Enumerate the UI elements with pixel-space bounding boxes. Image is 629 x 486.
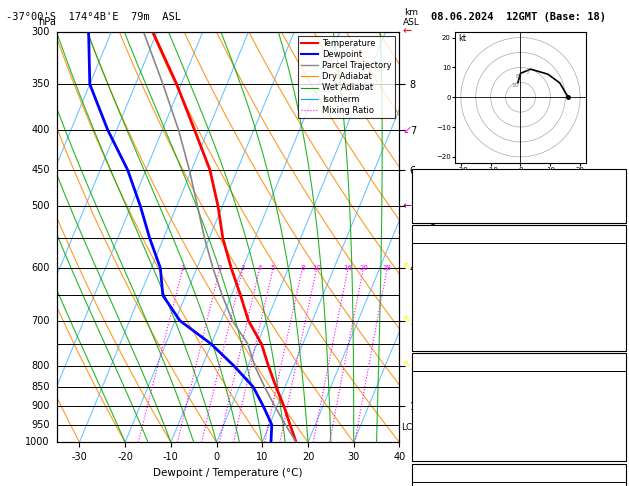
Text: 800: 800 (31, 361, 50, 371)
Text: PW (cm): PW (cm) (416, 208, 457, 219)
Text: 5: 5 (618, 301, 623, 311)
Text: ↖: ↖ (403, 315, 412, 326)
Text: 17.4: 17.4 (600, 247, 623, 257)
Text: 850: 850 (31, 382, 50, 392)
Text: Totals Totals: Totals Totals (416, 191, 492, 201)
Text: LCL: LCL (401, 423, 418, 432)
Text: 8: 8 (300, 265, 304, 271)
Text: 8: 8 (516, 74, 520, 79)
Text: ↖: ↖ (403, 361, 412, 371)
Text: 450: 450 (31, 165, 50, 175)
Text: 313: 313 (606, 393, 623, 403)
Legend: Temperature, Dewpoint, Parcel Trajectory, Dry Adiabat, Wet Adiabat, Isotherm, Mi: Temperature, Dewpoint, Parcel Trajectory… (298, 36, 395, 118)
Text: 5: 5 (618, 447, 623, 457)
Text: 1000: 1000 (25, 437, 50, 447)
Text: -37°00'S  174°4B'E  79m  ASL: -37°00'S 174°4B'E 79m ASL (6, 12, 181, 22)
Text: ↖: ↖ (403, 263, 412, 273)
Text: 08.06.2024  12GMT (Base: 18): 08.06.2024 12GMT (Base: 18) (431, 12, 606, 22)
Text: Dewp (°C): Dewp (°C) (416, 265, 469, 275)
Text: CAPE (J): CAPE (J) (416, 319, 463, 329)
Text: 20: 20 (359, 265, 368, 271)
X-axis label: Dewpoint / Temperature (°C): Dewpoint / Temperature (°C) (153, 468, 303, 478)
Text: 4: 4 (257, 265, 262, 271)
Text: 900: 900 (31, 401, 50, 411)
Text: ←: ← (403, 201, 412, 211)
Text: ↙: ↙ (403, 125, 412, 135)
Text: © weatheronline.co.uk: © weatheronline.co.uk (467, 474, 571, 484)
Text: 28: 28 (383, 265, 392, 271)
Text: CIN (J): CIN (J) (416, 337, 457, 347)
Text: 10: 10 (511, 83, 519, 88)
Text: 400: 400 (31, 125, 50, 135)
Text: Most Unstable: Most Unstable (481, 357, 557, 367)
Text: 1: 1 (618, 319, 623, 329)
Text: 7: 7 (526, 69, 530, 75)
Text: Hodograph: Hodograph (493, 468, 545, 478)
Text: Temp (°C): Temp (°C) (416, 247, 469, 257)
Text: 1015: 1015 (600, 375, 623, 385)
Text: ←: ← (403, 27, 412, 36)
Text: kt: kt (458, 34, 466, 43)
Text: 350: 350 (31, 79, 50, 89)
Text: θₑ(K): θₑ(K) (416, 283, 445, 293)
Text: 16: 16 (343, 265, 353, 271)
Text: K: K (416, 173, 421, 183)
Text: hPa: hPa (38, 17, 55, 28)
Text: 300: 300 (31, 27, 50, 36)
Text: CIN (J): CIN (J) (416, 447, 457, 457)
Text: 3: 3 (241, 265, 245, 271)
Text: 10: 10 (312, 265, 321, 271)
Text: CAPE (J): CAPE (J) (416, 429, 463, 439)
Text: 600: 600 (31, 263, 50, 273)
Text: 1: 1 (181, 265, 185, 271)
Text: Surface: Surface (498, 229, 540, 239)
Text: 1: 1 (618, 429, 623, 439)
Text: 9: 9 (618, 173, 623, 183)
Text: Pressure (mb): Pressure (mb) (416, 375, 492, 385)
Text: 11.9: 11.9 (600, 265, 623, 275)
Text: km
ASL: km ASL (403, 8, 420, 28)
Text: 2.01: 2.01 (600, 208, 623, 219)
Text: 950: 950 (31, 420, 50, 430)
Text: 40: 40 (611, 191, 623, 201)
Text: θₑ (K): θₑ (K) (416, 393, 451, 403)
Text: 5: 5 (618, 337, 623, 347)
Text: Lifted Index: Lifted Index (416, 301, 486, 311)
Text: Mixing Ratio (g/kg): Mixing Ratio (g/kg) (429, 191, 439, 283)
Text: 500: 500 (31, 201, 50, 211)
Text: Lifted Index: Lifted Index (416, 411, 486, 421)
Text: 700: 700 (31, 315, 50, 326)
Text: 2: 2 (218, 265, 222, 271)
Text: 5: 5 (271, 265, 276, 271)
Text: 5: 5 (618, 411, 623, 421)
Text: 313: 313 (606, 283, 623, 293)
